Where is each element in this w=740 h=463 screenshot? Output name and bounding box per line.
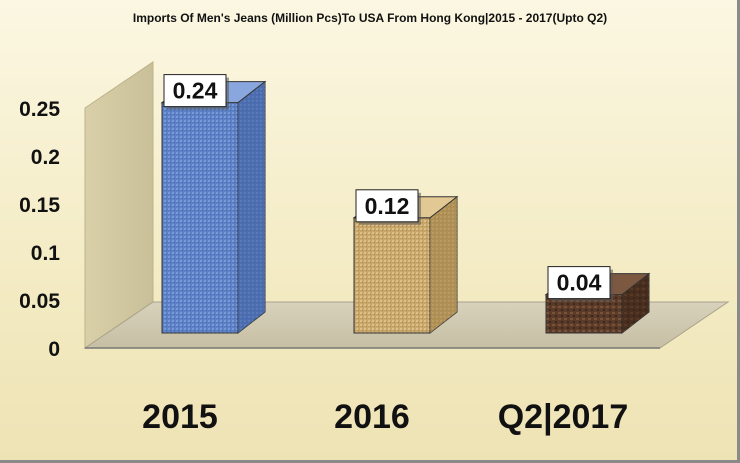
bar-side-texture bbox=[430, 196, 457, 333]
data-label-text: 0.24 bbox=[173, 78, 218, 104]
data-label: 0.24 bbox=[163, 74, 229, 110]
data-label-box bbox=[547, 266, 611, 300]
bar-front bbox=[353, 217, 431, 334]
bar bbox=[160, 80, 267, 335]
y-tick-label: 0.1 bbox=[31, 242, 61, 265]
bar-side-texture bbox=[622, 273, 649, 333]
data-label-box bbox=[163, 74, 227, 108]
data-label: 0.04 bbox=[547, 266, 613, 302]
y-tick-label: 0.2 bbox=[31, 146, 60, 169]
data-label-box bbox=[355, 189, 419, 223]
y-tick-label: 0.05 bbox=[19, 290, 60, 313]
data-label-text: 0.12 bbox=[365, 193, 410, 219]
data-label-text: 0.04 bbox=[557, 270, 602, 296]
y-tick-label: 0 bbox=[48, 338, 60, 361]
bar-side-texture bbox=[238, 81, 265, 333]
bar-front bbox=[161, 102, 239, 334]
chart-title: Imports Of Men's Jeans (Million Pcs)To U… bbox=[133, 11, 607, 25]
bars: 0.24 0.12 0.04 bbox=[160, 74, 651, 335]
data-label: 0.12 bbox=[355, 189, 421, 225]
y-tick-label: 0.25 bbox=[19, 98, 60, 121]
y-tick-label: 0.15 bbox=[19, 194, 60, 217]
x-tick-label: 2015 bbox=[142, 398, 218, 436]
x-tick-label: 2016 bbox=[334, 398, 410, 436]
x-axis: 2015 2016 Q2|2017 bbox=[142, 398, 628, 436]
x-tick-label: Q2|2017 bbox=[498, 398, 629, 436]
y-axis: 0 0.05 0.1 0.15 0.2 0.25 bbox=[19, 98, 60, 361]
